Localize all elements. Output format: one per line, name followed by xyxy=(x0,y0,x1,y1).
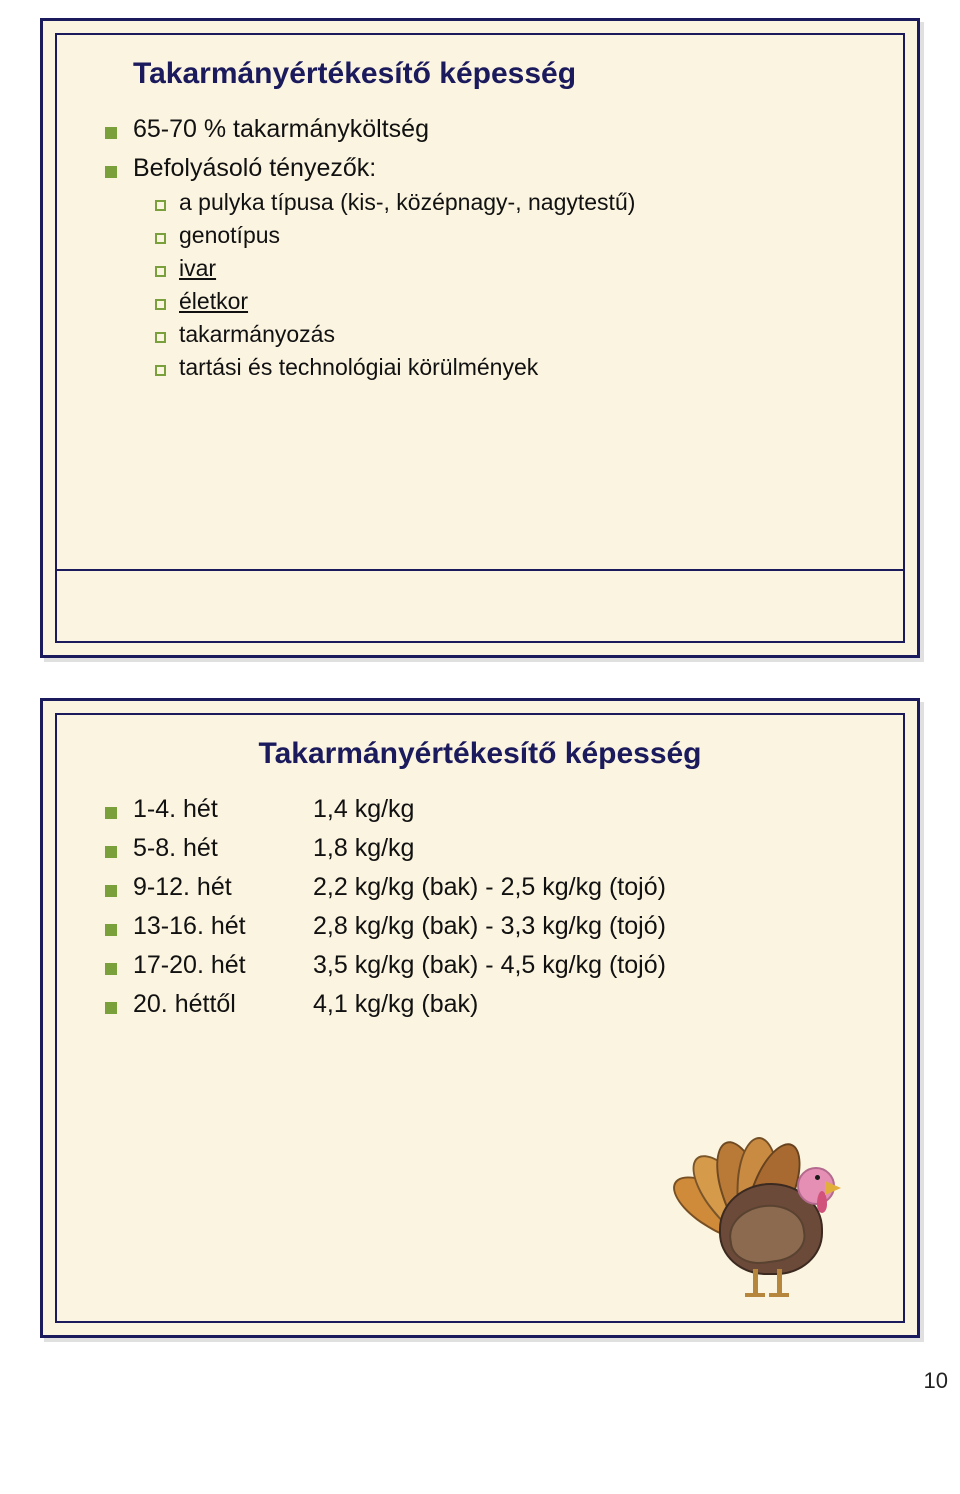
feed-value: 2,8 kg/kg (bak) - 3,3 kg/kg (tojó) xyxy=(313,912,666,941)
feed-value: 1,4 kg/kg xyxy=(313,795,414,824)
sub-list-item: ivar xyxy=(155,255,873,282)
slide-2: Takarmányértékesítő képesség 1-4. hét1,4… xyxy=(40,698,920,1338)
feed-label: 20. héttől xyxy=(133,990,313,1019)
feed-value: 2,2 kg/kg (bak) - 2,5 kg/kg (tojó) xyxy=(313,873,666,902)
feed-label: 1-4. hét xyxy=(133,795,313,824)
slide-2-title: Takarmányértékesítő képesség xyxy=(87,737,873,771)
feed-row: 1-4. hét1,4 kg/kg xyxy=(133,795,873,824)
feed-item: 20. héttől4,1 kg/kg (bak) xyxy=(105,990,873,1019)
feed-item: 1-4. hét1,4 kg/kg xyxy=(105,795,873,824)
slide-1: Takarmányértékesítő képesség 65-70 % tak… xyxy=(40,18,920,658)
feed-label: 13-16. hét xyxy=(133,912,313,941)
feed-row: 17-20. hét3,5 kg/kg (bak) - 4,5 kg/kg (t… xyxy=(133,951,873,980)
sub-list-item-text: takarmányozás xyxy=(179,321,335,347)
feed-value: 1,8 kg/kg xyxy=(313,834,414,863)
sub-list: a pulyka típusa (kis-, középnagy-, nagyt… xyxy=(155,189,873,381)
sub-list-item: életkor xyxy=(155,288,873,315)
feed-label: 5-8. hét xyxy=(133,834,313,863)
turkey-beak xyxy=(825,1181,841,1195)
feed-label: 9-12. hét xyxy=(133,873,313,902)
feed-item: 17-20. hét3,5 kg/kg (bak) - 4,5 kg/kg (t… xyxy=(105,951,873,980)
page-number: 10 xyxy=(28,1368,960,1394)
feed-item: 13-16. hét2,8 kg/kg (bak) - 3,3 kg/kg (t… xyxy=(105,912,873,941)
turkey-foot xyxy=(769,1293,789,1297)
sub-list-item-text: ivar xyxy=(179,255,216,281)
feed-item: 5-8. hét1,8 kg/kg xyxy=(105,834,873,863)
feed-row: 13-16. hét2,8 kg/kg (bak) - 3,3 kg/kg (t… xyxy=(133,912,873,941)
turkey-leg xyxy=(753,1269,758,1295)
slide-1-title: Takarmányértékesítő képesség xyxy=(133,57,873,91)
turkey-foot xyxy=(745,1293,765,1297)
feed-row: 5-8. hét1,8 kg/kg xyxy=(133,834,873,863)
feed-item: 9-12. hét2,2 kg/kg (bak) - 2,5 kg/kg (to… xyxy=(105,873,873,902)
turkey-leg xyxy=(777,1269,782,1295)
feed-value: 4,1 kg/kg (bak) xyxy=(313,990,478,1019)
slide-1-inner: Takarmányértékesítő képesség 65-70 % tak… xyxy=(55,33,905,643)
sub-list-item-text: genotípus xyxy=(179,222,280,248)
slide-2-inner: Takarmányértékesítő képesség 1-4. hét1,4… xyxy=(55,713,905,1323)
list-item-text: 65-70 % takarmányköltség xyxy=(133,115,429,143)
slide-2-list: 1-4. hét1,4 kg/kg5-8. hét1,8 kg/kg9-12. … xyxy=(105,795,873,1019)
slide-1-list: 65-70 % takarmányköltség Befolyásoló tény… xyxy=(105,115,873,381)
sub-list-item: tartási és technológiai körülmények xyxy=(155,354,873,381)
feed-label: 17-20. hét xyxy=(133,951,313,980)
feed-value: 3,5 kg/kg (bak) - 4,5 kg/kg (tojó) xyxy=(313,951,666,980)
sub-list-item-text: életkor xyxy=(179,288,248,314)
page: Takarmányértékesítő képesség 65-70 % tak… xyxy=(0,0,960,1434)
sub-list-item: a pulyka típusa (kis-, középnagy-, nagyt… xyxy=(155,189,873,216)
sub-list-item: takarmányozás xyxy=(155,321,873,348)
list-item: 65-70 % takarmányköltség xyxy=(105,115,873,144)
sub-list-item-text: tartási és technológiai körülmények xyxy=(179,354,538,380)
feed-row: 9-12. hét2,2 kg/kg (bak) - 2,5 kg/kg (to… xyxy=(133,873,873,902)
turkey-illustration xyxy=(675,1127,865,1297)
feed-row: 20. héttől4,1 kg/kg (bak) xyxy=(133,990,873,1019)
slide-1-divider xyxy=(55,569,905,571)
sub-list-item: genotípus xyxy=(155,222,873,249)
sub-list-item-text: a pulyka típusa (kis-, középnagy-, nagyt… xyxy=(179,189,635,215)
turkey-eye xyxy=(815,1175,820,1180)
list-item: Befolyásoló tényezők: a pulyka típusa (ki… xyxy=(105,154,873,381)
list-item-text: Befolyásoló tényezők: xyxy=(133,154,376,182)
